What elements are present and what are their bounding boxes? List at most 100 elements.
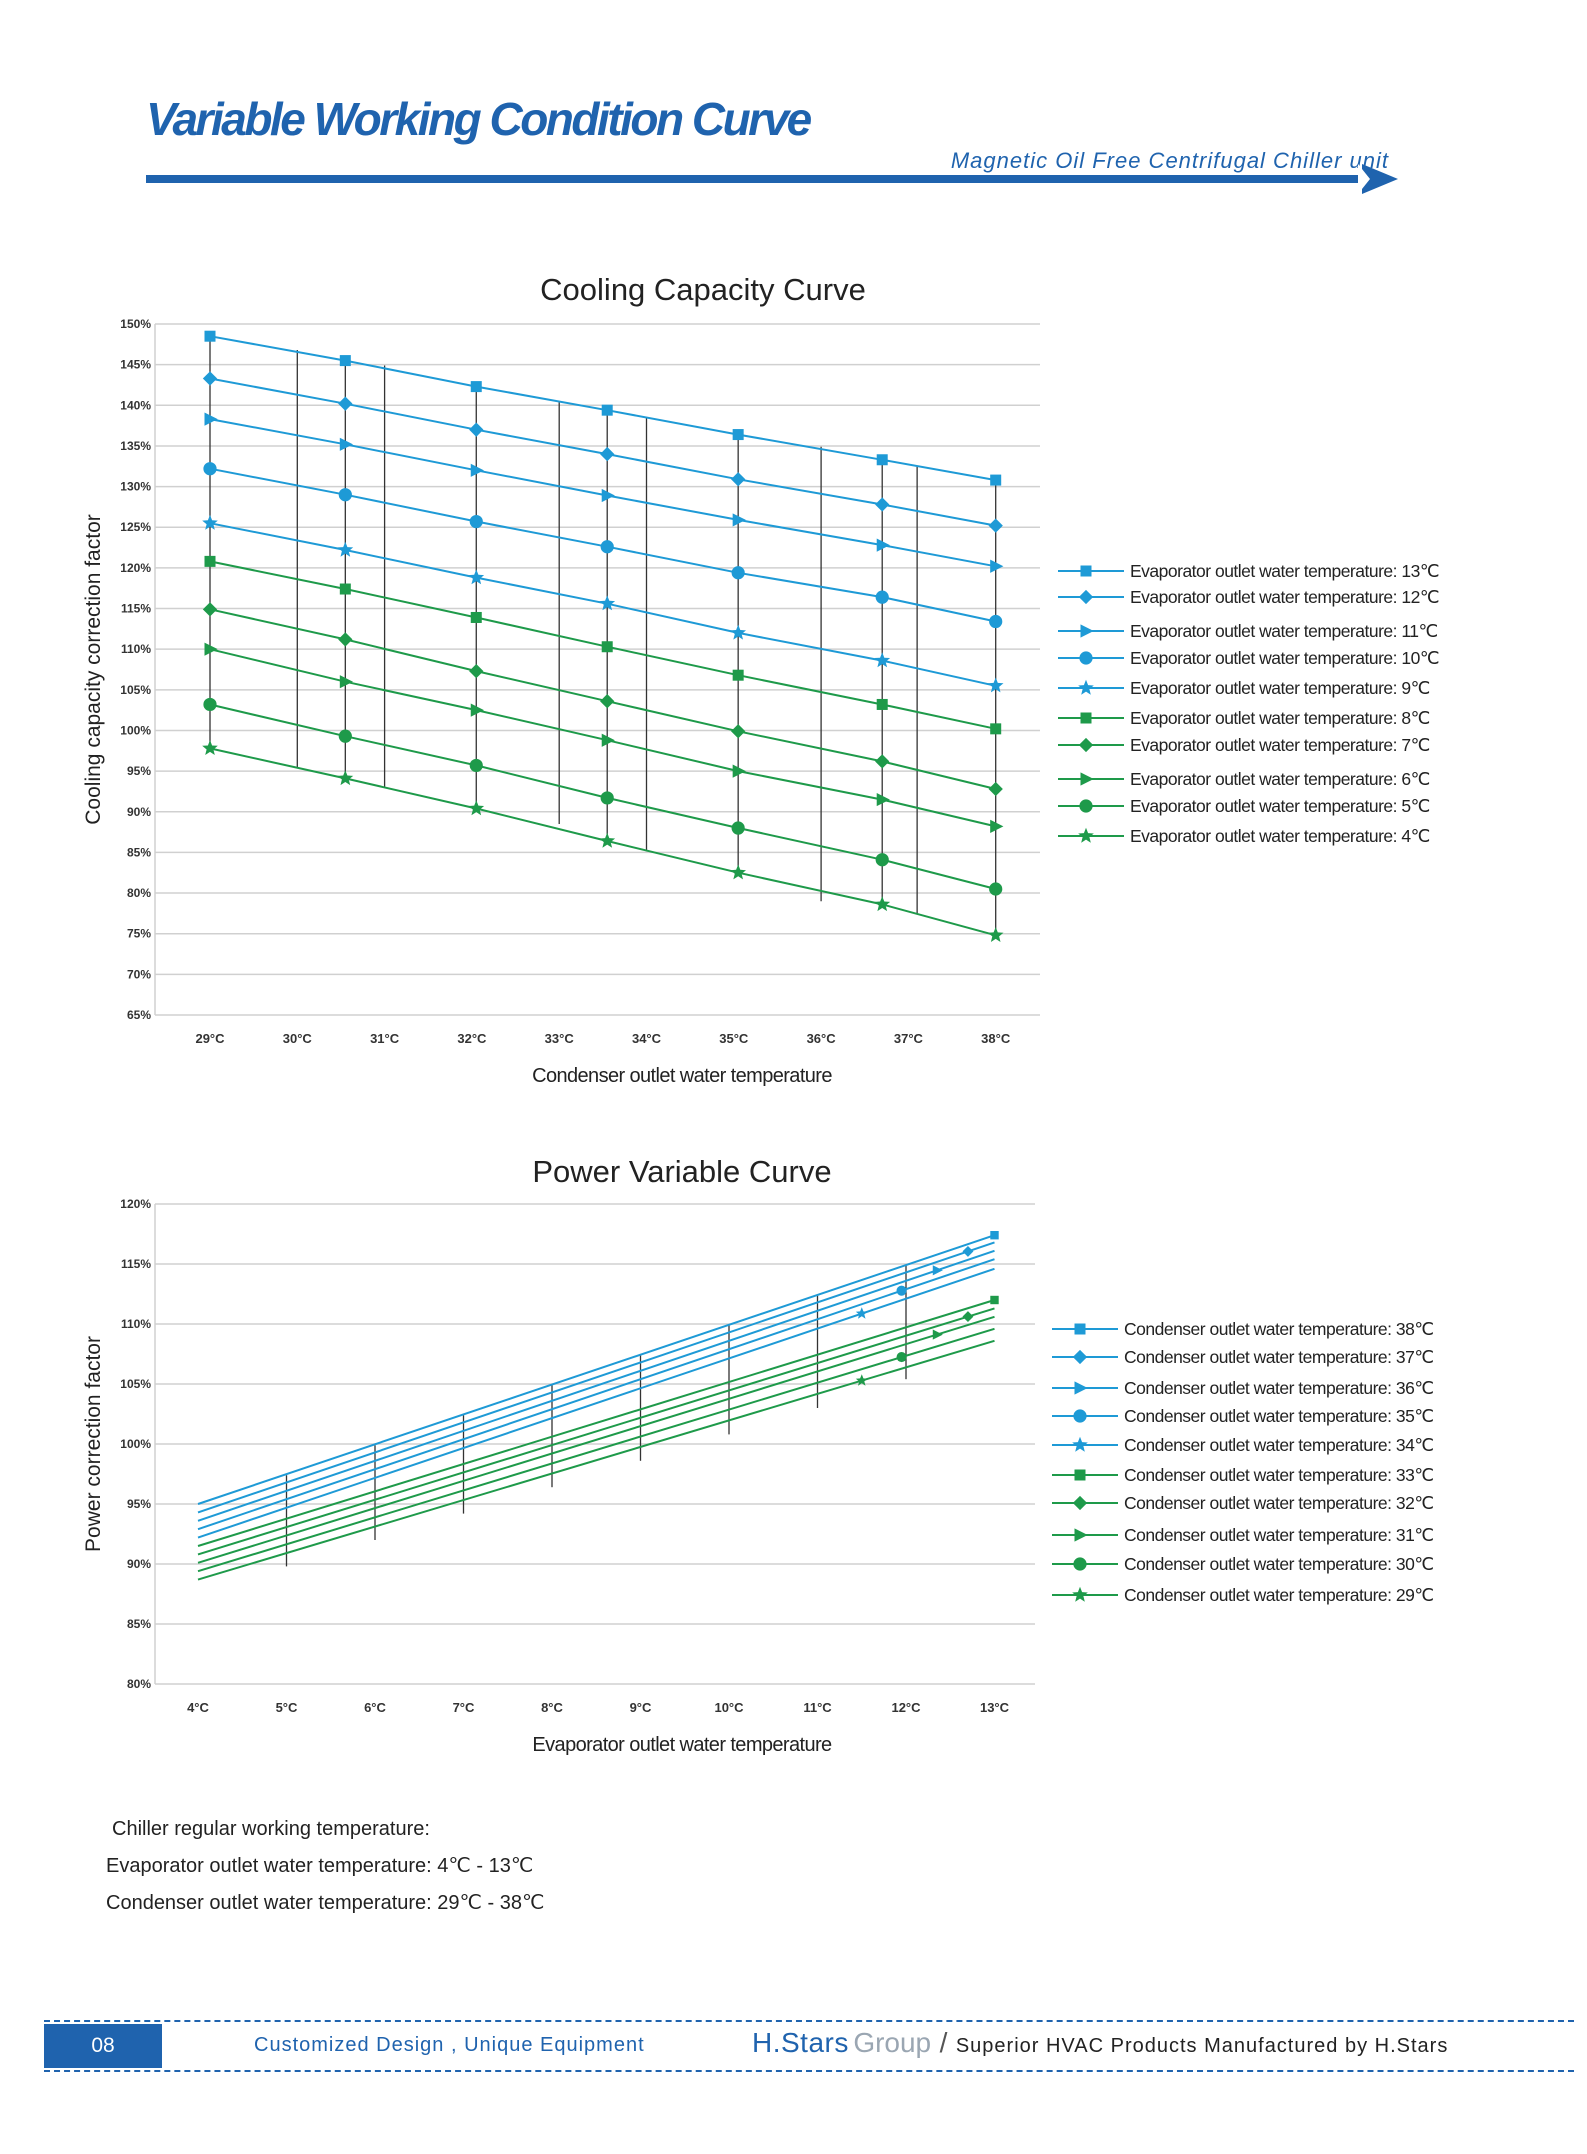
series-1-marker bbox=[601, 404, 613, 416]
notes-heading: Chiller regular working temperature: bbox=[112, 1818, 430, 1840]
footer-bottom-dash bbox=[44, 2070, 1574, 2072]
y-tick-label: 120% bbox=[120, 561, 151, 575]
series-7-marker bbox=[988, 781, 1003, 797]
x-tick-label: 36°C bbox=[807, 1031, 837, 1046]
y-axis-label: Cooling capacity correction factor bbox=[82, 514, 105, 824]
x-tick-label: 10°C bbox=[714, 1700, 744, 1715]
series-9-line bbox=[197, 1327, 995, 1573]
y-tick-label: 105% bbox=[120, 1377, 151, 1391]
y-tick-label: 85% bbox=[127, 1617, 151, 1631]
x-tick-label: 4°C bbox=[187, 1700, 209, 1715]
legend-label: Evaporator outlet water temperature: 13℃ bbox=[1130, 561, 1439, 581]
chart-title: Cooling Capacity Curve bbox=[540, 272, 866, 307]
legend-marker bbox=[1080, 772, 1094, 786]
x-tick-label: 30°C bbox=[283, 1031, 313, 1046]
series-6-marker bbox=[876, 698, 888, 710]
legend-marker bbox=[1080, 712, 1092, 724]
series-8-marker bbox=[932, 1329, 943, 1340]
series-8-marker bbox=[732, 764, 746, 778]
series-1-marker bbox=[339, 355, 351, 367]
series-9-marker bbox=[338, 729, 352, 743]
series-4-marker bbox=[731, 566, 745, 580]
series-5-marker bbox=[468, 569, 485, 585]
chart-title: Power Variable Curve bbox=[532, 1154, 831, 1189]
x-tick-label: 32°C bbox=[457, 1031, 487, 1046]
page-subtitle: Magnetic Oil Free Centrifugal Chiller un… bbox=[950, 148, 1389, 173]
y-tick-label: 65% bbox=[127, 1008, 151, 1022]
series-2-marker bbox=[731, 472, 746, 487]
page-number: 08 bbox=[44, 2024, 162, 2068]
series-9-marker bbox=[989, 882, 1003, 896]
series-5-marker bbox=[874, 652, 891, 668]
legend-label: Evaporator outlet water temperature: 9℃ bbox=[1130, 678, 1430, 698]
series-7-marker bbox=[875, 754, 890, 769]
y-tick-label: 90% bbox=[127, 805, 151, 819]
series-3-marker bbox=[876, 538, 890, 552]
series-9-marker bbox=[469, 758, 483, 773]
legend-marker bbox=[1080, 624, 1094, 638]
legend-label: Evaporator outlet water temperature: 7℃ bbox=[1130, 735, 1430, 755]
x-tick-label: 34°C bbox=[632, 1031, 662, 1046]
y-tick-label: 90% bbox=[127, 1557, 151, 1571]
legend-marker bbox=[1080, 565, 1092, 577]
y-tick-label: 115% bbox=[121, 1257, 151, 1271]
legend-marker bbox=[1072, 1436, 1088, 1452]
y-tick-label: 100% bbox=[120, 723, 151, 737]
y-tick-label: 150% bbox=[120, 317, 151, 331]
series-5-marker bbox=[730, 624, 746, 640]
legend-marker bbox=[1078, 679, 1094, 695]
series-6-marker bbox=[204, 555, 216, 567]
y-tick-label: 80% bbox=[127, 886, 151, 900]
series-9-marker bbox=[875, 853, 889, 867]
series-8-marker bbox=[339, 675, 354, 689]
legend-marker bbox=[1074, 1528, 1088, 1542]
series-2-marker bbox=[988, 518, 1003, 533]
brand-group: Group bbox=[853, 2027, 932, 2058]
y-tick-label: 85% bbox=[127, 845, 151, 859]
x-tick-label: 7°C bbox=[453, 1700, 475, 1715]
series-5-marker bbox=[987, 677, 1004, 693]
legend-marker bbox=[1072, 1586, 1088, 1602]
series-7-marker bbox=[600, 694, 615, 709]
y-tick-label: 140% bbox=[120, 398, 151, 412]
y-tick-label: 100% bbox=[120, 1437, 151, 1451]
series-6-marker bbox=[339, 583, 351, 595]
legend-marker bbox=[1072, 1349, 1088, 1365]
series-2-line bbox=[197, 1241, 995, 1514]
y-tick-label: 120% bbox=[120, 1197, 151, 1211]
y-tick-label: 145% bbox=[120, 358, 151, 372]
series-5-line bbox=[197, 1267, 995, 1539]
page-title: Variable Working Condition Curve bbox=[146, 93, 812, 145]
series-6-marker bbox=[990, 1295, 999, 1305]
series-6-line bbox=[197, 1299, 995, 1547]
series-3-marker bbox=[932, 1265, 943, 1276]
y-tick-label: 110% bbox=[121, 1317, 151, 1331]
header-rule bbox=[146, 175, 1368, 183]
series-7-marker bbox=[962, 1311, 974, 1323]
series-1-marker bbox=[470, 381, 482, 393]
x-tick-label: 8°C bbox=[541, 1700, 563, 1715]
legend-label: Condenser outlet water temperature: 32℃ bbox=[1124, 1493, 1434, 1513]
x-tick-label: 5°C bbox=[276, 1700, 298, 1715]
series-4-marker bbox=[600, 540, 614, 554]
legend-marker bbox=[1074, 1381, 1088, 1395]
series-9-marker bbox=[203, 697, 217, 712]
x-tick-label: 29°C bbox=[195, 1031, 225, 1046]
series-3-marker bbox=[339, 437, 354, 451]
series-5-marker bbox=[855, 1307, 868, 1319]
series-3-marker bbox=[204, 412, 218, 426]
series-1-marker bbox=[990, 1231, 999, 1240]
series-2-marker bbox=[875, 497, 890, 512]
legend-label: Condenser outlet water temperature: 36℃ bbox=[1124, 1378, 1434, 1398]
y-tick-label: 130% bbox=[120, 480, 151, 494]
series-7-marker bbox=[469, 663, 484, 679]
series-9-marker bbox=[600, 791, 614, 805]
legend-label: Condenser outlet water temperature: 31℃ bbox=[1124, 1525, 1434, 1545]
series-8-marker bbox=[876, 792, 890, 807]
series-6-marker bbox=[470, 611, 482, 623]
legend-label: Evaporator outlet water temperature: 8℃ bbox=[1130, 708, 1430, 728]
legend-marker bbox=[1078, 589, 1094, 605]
x-axis-label: Evaporator outlet water temperature bbox=[532, 1734, 832, 1756]
series-7-marker bbox=[202, 602, 218, 617]
series-2-marker bbox=[202, 371, 218, 386]
